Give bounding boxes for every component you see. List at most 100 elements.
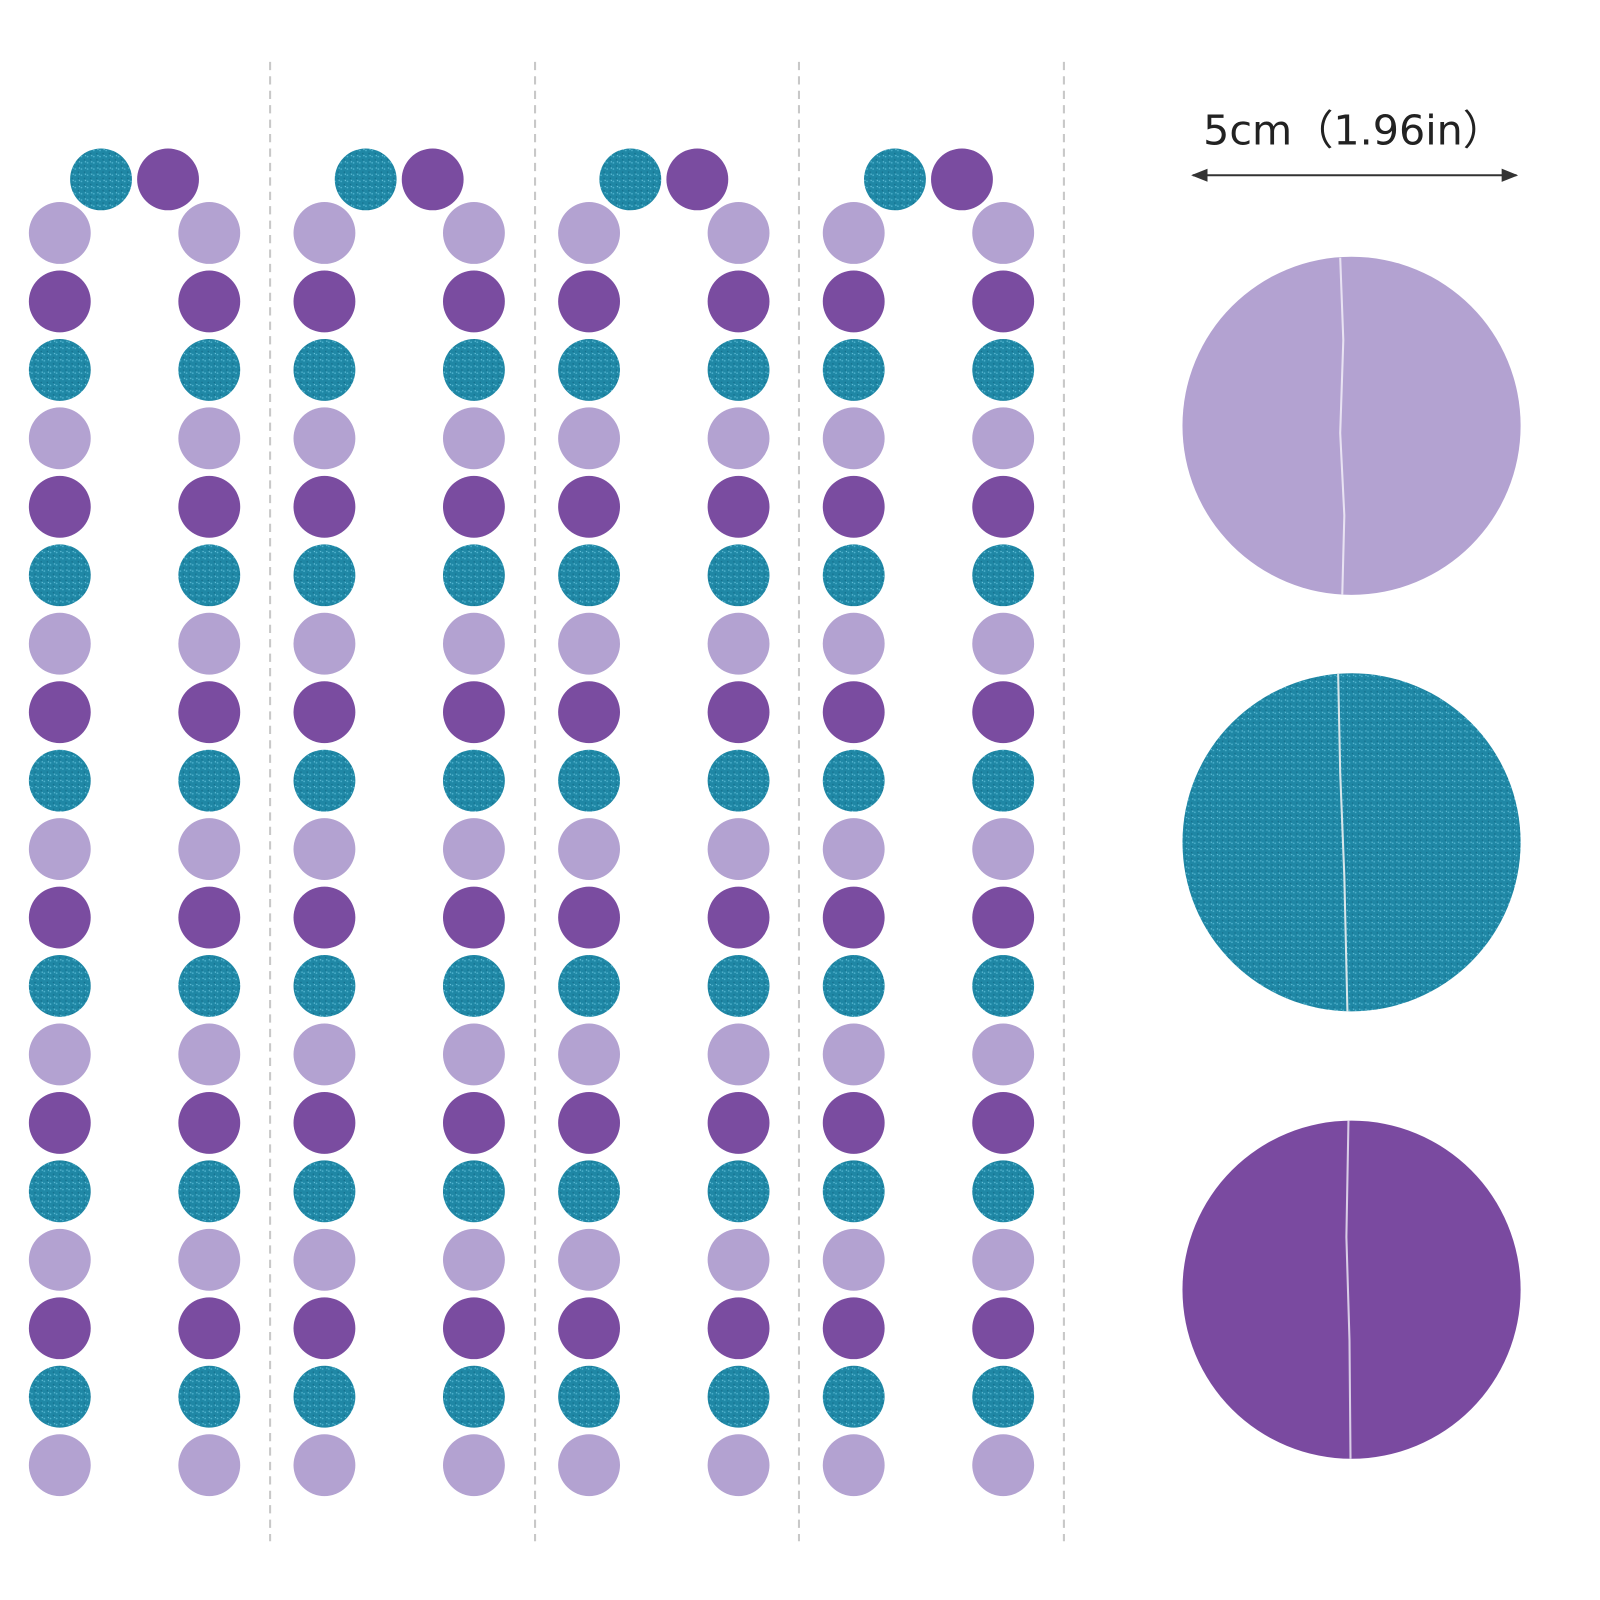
garland-circle	[28, 1297, 91, 1360]
garland-circle	[822, 681, 885, 744]
scale-label: 5cm（1.96in）	[1203, 106, 1504, 154]
garland-circle	[707, 1297, 770, 1360]
garland-circle	[599, 148, 662, 211]
garland-circle	[137, 148, 199, 211]
garland-circle	[972, 270, 1035, 333]
garland-circle	[707, 612, 770, 675]
garland-circle	[972, 955, 1035, 1017]
garland-circle	[972, 886, 1035, 949]
garland-circle	[707, 886, 770, 949]
garland-circle	[28, 1434, 91, 1497]
garland-circle	[293, 338, 356, 401]
garland-circle	[28, 612, 91, 675]
garland-circle	[972, 1023, 1035, 1086]
garland-circle	[822, 818, 885, 880]
garland-circle	[972, 1297, 1035, 1360]
garland-circle	[442, 818, 505, 880]
garland-circle	[972, 1434, 1035, 1497]
garland-circle	[442, 749, 505, 812]
garland-circle	[558, 475, 620, 538]
garland-circle	[178, 270, 241, 333]
garland-circle	[293, 407, 356, 470]
garland-circle	[558, 1297, 620, 1360]
garland-circle	[558, 1228, 620, 1291]
garland-circle	[442, 1228, 505, 1291]
garland-circle	[707, 749, 770, 812]
garland-circle	[178, 955, 241, 1017]
garland-circle	[707, 407, 770, 470]
garland-circle	[972, 202, 1035, 264]
garland-circle	[972, 1091, 1035, 1154]
garland-circle	[822, 612, 885, 675]
garland-circle	[558, 1160, 620, 1223]
garland-circle	[28, 202, 91, 264]
garland-circle	[178, 1228, 241, 1291]
garland-circle	[178, 544, 241, 607]
garland-circle	[822, 1434, 885, 1497]
garland-circle	[293, 955, 356, 1017]
garland-circle	[401, 148, 464, 211]
garland-circle	[28, 681, 91, 744]
garland-circle	[28, 338, 91, 401]
garland-circle	[178, 1160, 241, 1223]
garland-circle	[442, 1160, 505, 1223]
garland-circle	[864, 148, 926, 211]
garland-circle	[972, 544, 1035, 607]
string	[1337, 673, 1349, 1012]
garland-circle	[707, 544, 770, 607]
garland-circle	[178, 202, 241, 264]
garland-circle	[707, 1434, 770, 1497]
garland-circle	[822, 1365, 885, 1428]
garland-circle	[293, 475, 356, 538]
garland-circle	[822, 1228, 885, 1291]
garland-circle	[28, 886, 91, 949]
garland-circle	[28, 1160, 91, 1223]
garland-circle	[28, 1365, 91, 1428]
garland-circle	[70, 148, 132, 211]
garland-circle	[293, 1023, 356, 1086]
garland-circle	[178, 749, 241, 812]
garland-circle	[707, 1228, 770, 1291]
garland-circle	[293, 1228, 356, 1291]
garland-circle	[972, 681, 1035, 744]
garland-circle	[442, 475, 505, 538]
garland-circle	[178, 407, 241, 470]
garland-circle	[707, 681, 770, 744]
garland-circle	[293, 202, 356, 264]
garland-circle	[558, 1365, 620, 1428]
garland-circle	[558, 818, 620, 880]
garland-circle	[178, 1365, 241, 1428]
garland-circle	[442, 1023, 505, 1086]
garland-circle	[178, 681, 241, 744]
garland-circle	[822, 407, 885, 470]
garland-circle	[442, 202, 505, 264]
garland-circle	[28, 1228, 91, 1291]
garland-circle	[707, 1023, 770, 1086]
garland-circle	[822, 1297, 885, 1360]
garland-circle	[293, 818, 356, 880]
string	[1339, 257, 1346, 595]
garland-circle	[442, 544, 505, 607]
string	[1345, 1120, 1352, 1459]
garland-circle	[293, 1297, 356, 1360]
garland-circle	[558, 407, 620, 470]
garland-circle	[972, 1228, 1035, 1291]
garland-circle	[972, 749, 1035, 812]
garland-circle	[442, 681, 505, 744]
garland-circle	[178, 818, 241, 880]
garland-circle	[28, 270, 91, 333]
garland-circle	[972, 475, 1035, 538]
garland-circle	[293, 1434, 356, 1497]
garland-circle	[822, 202, 885, 264]
garland-circle	[28, 475, 91, 538]
garland-circle	[558, 955, 620, 1017]
garland-circle	[558, 338, 620, 401]
garland-circle	[972, 407, 1035, 470]
garland-circle	[707, 818, 770, 880]
garland-circle	[822, 749, 885, 812]
garland-circle	[822, 544, 885, 607]
garland-circle	[178, 1297, 241, 1360]
garland-circle	[293, 1160, 356, 1223]
garland-circle	[707, 1160, 770, 1223]
